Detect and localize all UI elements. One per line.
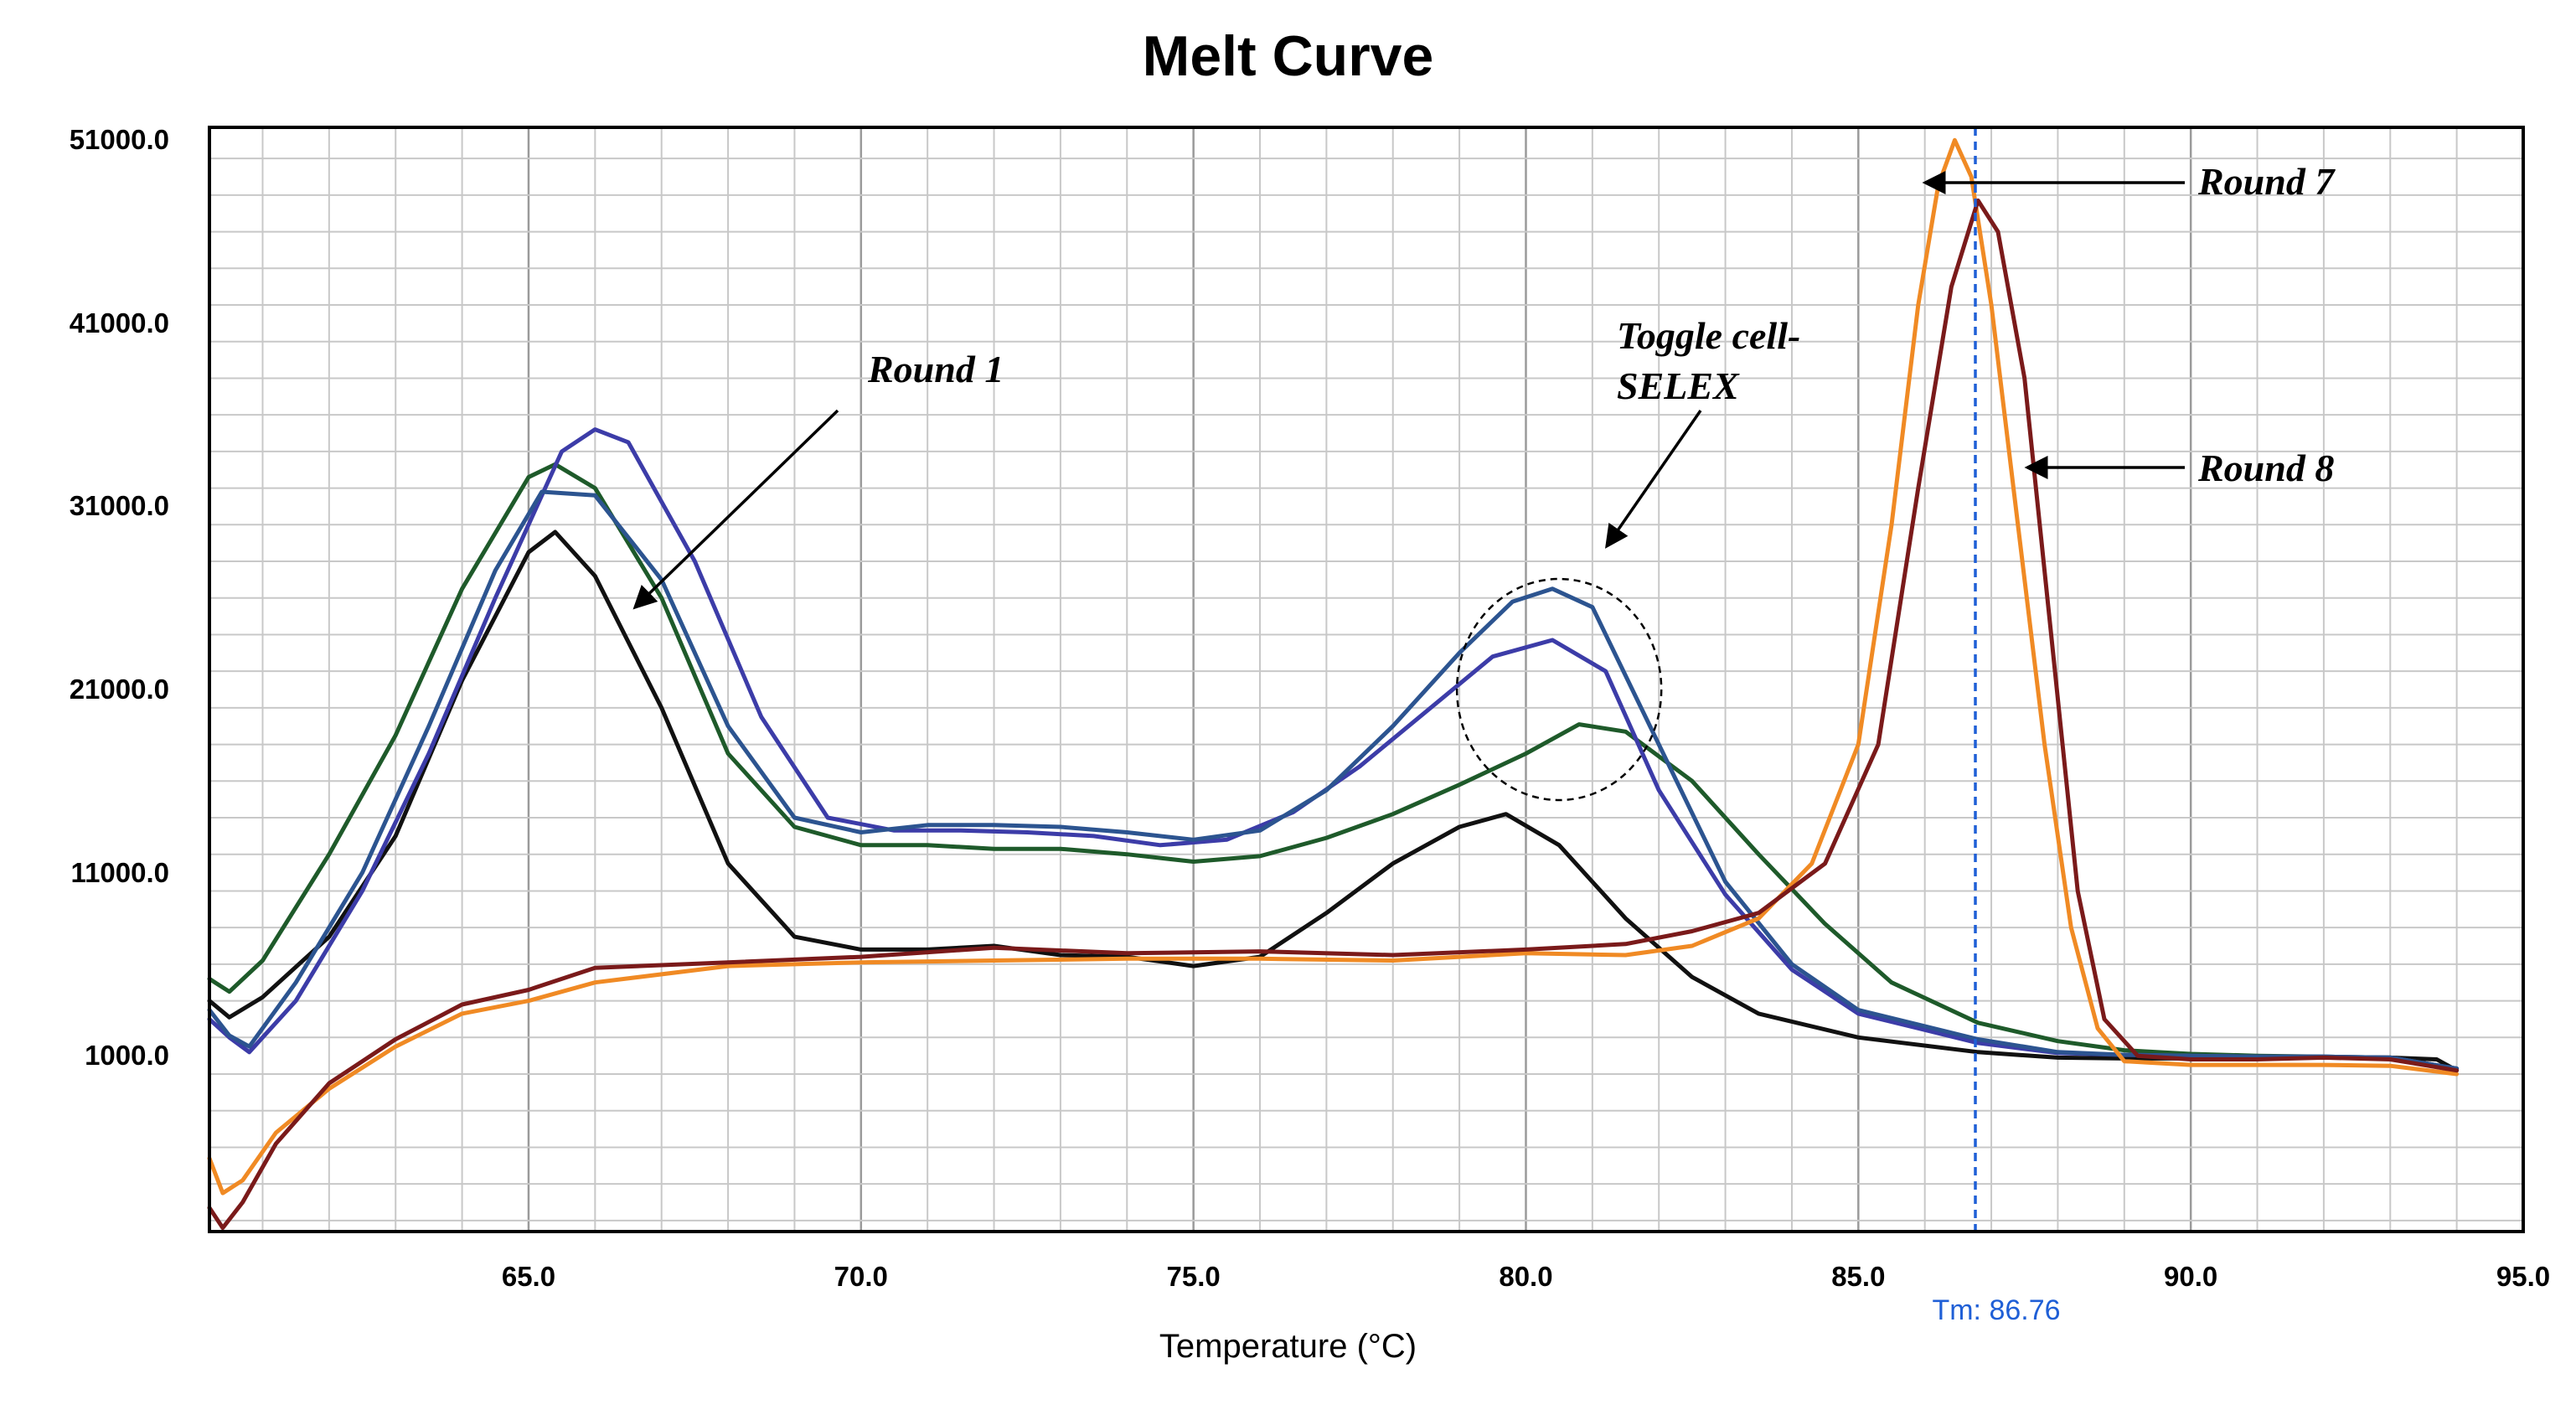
chart-title: Melt Curve bbox=[1142, 24, 1434, 88]
annotation-arrows bbox=[632, 171, 2185, 802]
y-tick-label: 21000.0 bbox=[69, 674, 169, 705]
annotation-selex: SELEX bbox=[1617, 364, 1739, 407]
x-tick-label: 75.0 bbox=[1166, 1261, 1221, 1292]
y-tick-label: 11000.0 bbox=[70, 856, 169, 888]
y-tick-label: 51000.0 bbox=[69, 124, 169, 156]
x-tick-label: 90.0 bbox=[2164, 1261, 2218, 1292]
series-line-3 bbox=[207, 489, 2460, 1071]
y-tick-label: 1000.0 bbox=[85, 1040, 169, 1072]
x-tick-label: 80.0 bbox=[1499, 1261, 1553, 1292]
annotation-round-8: Round 8 bbox=[2198, 447, 2335, 489]
y-tick-label: 41000.0 bbox=[69, 307, 169, 338]
tm-label: Tm: 86.76 bbox=[1932, 1294, 2061, 1326]
grid-lines bbox=[209, 127, 2523, 1232]
x-tick-label: 85.0 bbox=[1831, 1261, 1886, 1292]
series-line-4 bbox=[207, 137, 2460, 1196]
series-lines bbox=[207, 137, 2460, 1231]
series-line-5 bbox=[207, 198, 2460, 1231]
annotation-round-7: Round 7 bbox=[2198, 160, 2335, 203]
x-tick-label: 95.0 bbox=[2496, 1261, 2551, 1292]
x-tick-label: 70.0 bbox=[834, 1261, 888, 1292]
annotation-round-1: Round 1 bbox=[868, 348, 1004, 390]
annotation-arrow-1 bbox=[1605, 410, 1702, 549]
highlight-circle bbox=[1455, 577, 1663, 802]
x-tick-label: 65.0 bbox=[501, 1261, 556, 1292]
annotation-arrow-0 bbox=[632, 409, 839, 610]
plot-frame bbox=[208, 126, 2525, 1233]
series-line-1 bbox=[207, 462, 2460, 1071]
x-axis-label: Temperature (°C) bbox=[1159, 1328, 1417, 1365]
annotation-toggle-cell: Toggle cell- bbox=[1617, 314, 1801, 357]
y-tick-label: 31000.0 bbox=[69, 490, 169, 522]
